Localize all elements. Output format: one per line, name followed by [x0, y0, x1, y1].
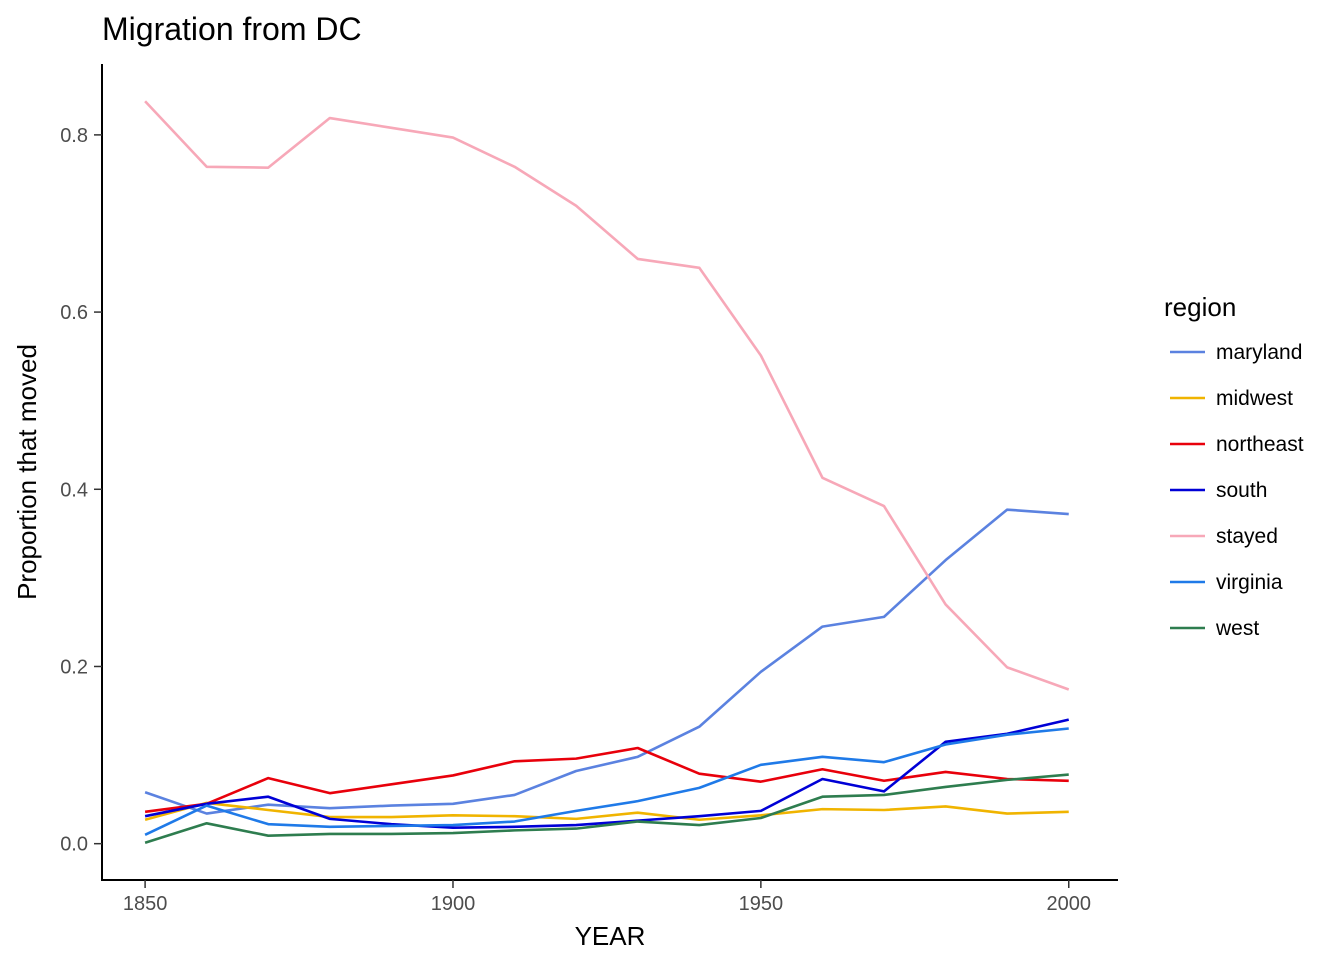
legend-label: virginia: [1216, 571, 1283, 594]
y-tick-label: 0.6: [60, 302, 88, 324]
legend-label: maryland: [1216, 341, 1302, 364]
legend-label: midwest: [1216, 387, 1293, 410]
legend-label: stayed: [1216, 525, 1278, 548]
y-tick-label: 0.0: [60, 834, 88, 856]
legend-item-maryland: maryland: [1170, 341, 1302, 364]
series-line-maryland: [144, 508, 1069, 815]
series-line-virginia: [144, 727, 1069, 836]
y-axis-ticks: 0.0 0.2 0.4 0.6 0.8: [60, 125, 102, 856]
y-tick-label: 0.4: [60, 479, 88, 501]
series-line-midwest: [144, 801, 1069, 822]
x-tick-label: 1850: [123, 893, 168, 915]
y-axis-title: Proportion that moved: [12, 344, 42, 600]
legend-label: northeast: [1216, 433, 1304, 456]
x-tick-label: 2000: [1046, 893, 1091, 915]
series-line-south: [144, 718, 1070, 830]
legend: maryland midwest northeast south stayed virgi…: [1170, 341, 1304, 640]
legend-item-virginia: virginia: [1170, 571, 1283, 594]
y-tick-label: 0.2: [60, 656, 88, 678]
series-line-stayed: [144, 100, 1070, 691]
series-line-northeast: [144, 746, 1069, 814]
legend-item-west: west: [1170, 617, 1259, 640]
series-line-west: [144, 773, 1069, 845]
x-axis-title: YEAR: [575, 921, 646, 951]
x-tick-label: 1950: [739, 893, 784, 915]
y-tick-label: 0.8: [60, 125, 88, 147]
legend-item-stayed: stayed: [1170, 525, 1278, 548]
x-tick-label: 1900: [431, 893, 476, 915]
legend-label: south: [1216, 479, 1267, 502]
plot-area: [144, 100, 1070, 845]
chart-title: Migration from DC: [102, 11, 362, 47]
legend-item-midwest: midwest: [1170, 387, 1293, 410]
legend-label: west: [1215, 617, 1259, 640]
x-axis-ticks: 1850 1900 1950 2000: [123, 880, 1091, 915]
legend-title: region: [1164, 292, 1236, 322]
legend-item-northeast: northeast: [1170, 433, 1304, 456]
legend-item-south: south: [1170, 479, 1267, 502]
